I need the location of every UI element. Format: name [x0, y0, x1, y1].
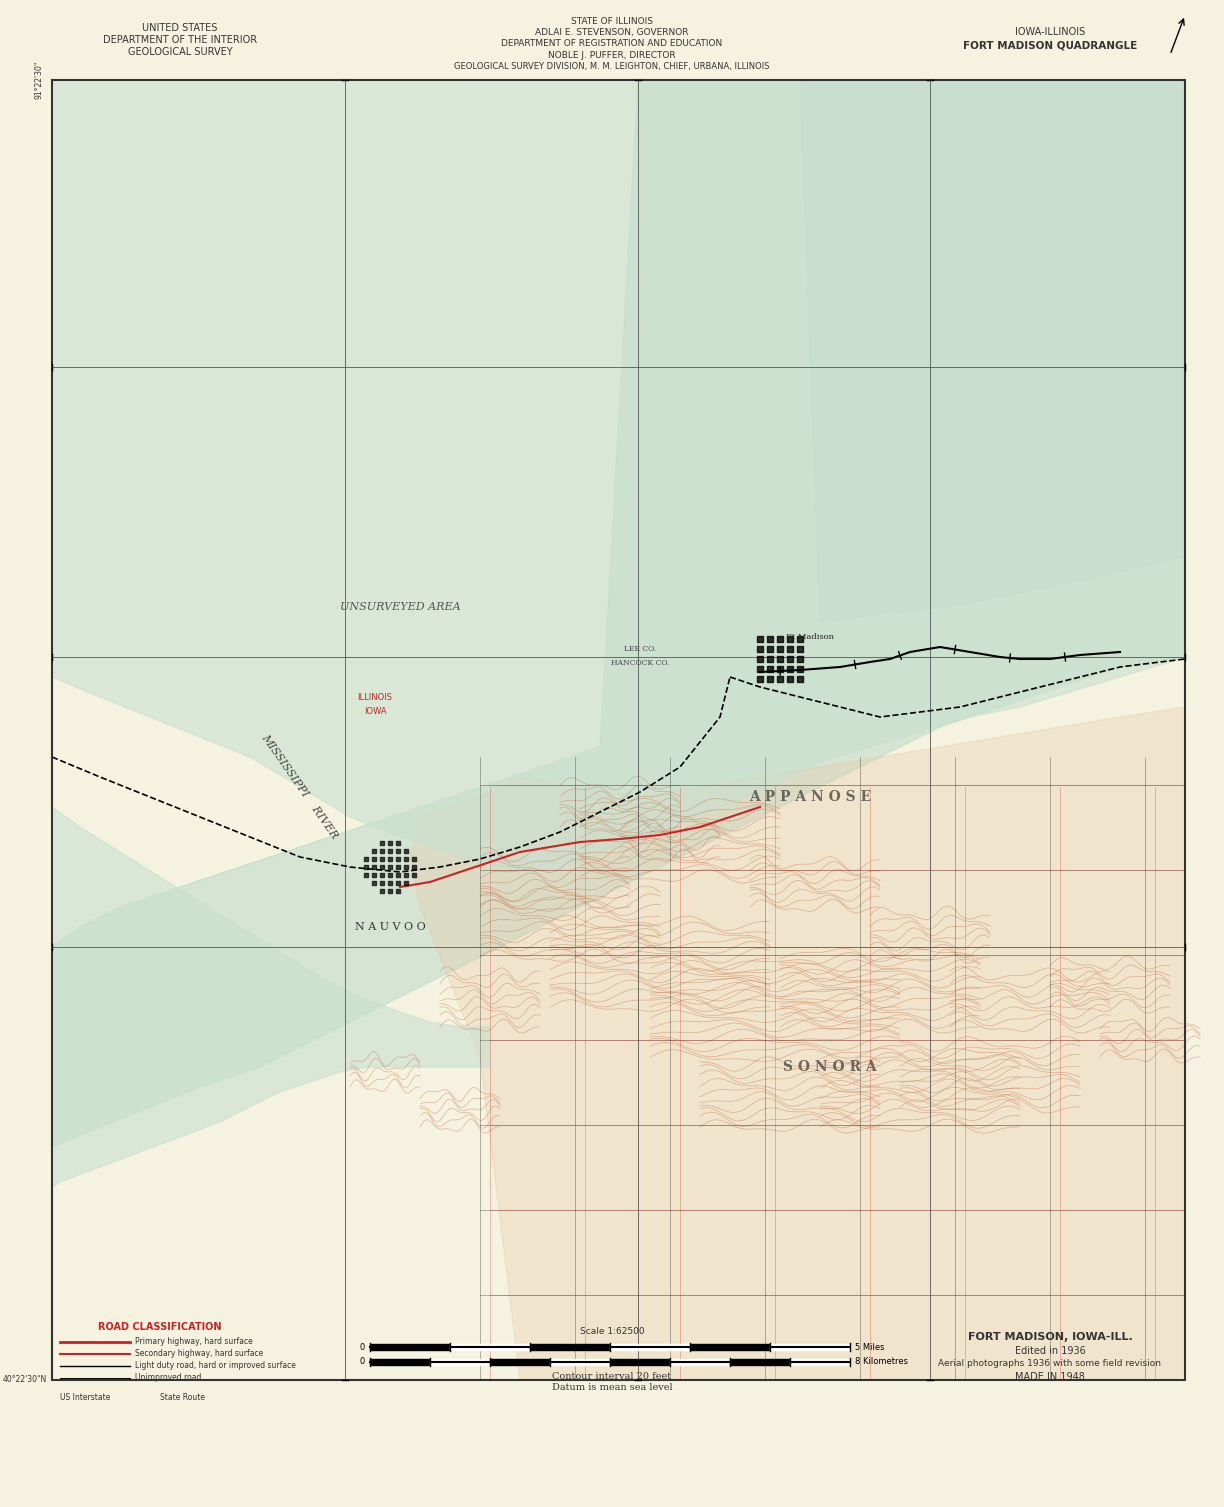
Text: DEPARTMENT OF REGISTRATION AND EDUCATION: DEPARTMENT OF REGISTRATION AND EDUCATION — [502, 39, 722, 48]
Bar — [51, 80, 1185, 1380]
Text: 8 Kilometres: 8 Kilometres — [856, 1358, 908, 1367]
Text: S O N O R A: S O N O R A — [783, 1059, 876, 1074]
Text: 0: 0 — [360, 1358, 365, 1367]
Polygon shape — [51, 80, 1185, 873]
Text: DEPARTMENT OF THE INTERIOR: DEPARTMENT OF THE INTERIOR — [103, 35, 257, 45]
Text: STATE OF ILLINOIS: STATE OF ILLINOIS — [572, 18, 652, 27]
Polygon shape — [800, 80, 1185, 622]
Text: State Route: State Route — [160, 1392, 204, 1402]
Text: Contour interval 20 feet
Datum is mean sea level: Contour interval 20 feet Datum is mean s… — [552, 1373, 672, 1391]
Text: NOBLE J. PUFFER, DIRECTOR: NOBLE J. PUFFER, DIRECTOR — [548, 51, 676, 59]
Text: 5 Miles: 5 Miles — [856, 1343, 885, 1352]
Text: IOWA: IOWA — [364, 707, 387, 716]
Polygon shape — [51, 80, 1185, 1147]
Text: N A U V O O: N A U V O O — [355, 922, 426, 931]
Text: LEE CO.: LEE CO. — [624, 645, 656, 653]
Text: Secondary highway, hard surface: Secondary highway, hard surface — [135, 1349, 263, 1358]
Polygon shape — [410, 707, 1185, 1380]
Text: MADE IN 1948: MADE IN 1948 — [1015, 1371, 1084, 1382]
Polygon shape — [51, 808, 490, 1188]
Text: UNITED STATES: UNITED STATES — [142, 23, 218, 33]
Text: Unimproved road: Unimproved road — [135, 1373, 202, 1382]
Text: GEOLOGICAL SURVEY: GEOLOGICAL SURVEY — [127, 47, 233, 57]
Text: Ft Madison: Ft Madison — [786, 633, 834, 640]
Text: Scale 1:62500: Scale 1:62500 — [580, 1328, 644, 1337]
Text: Primary highway, hard surface: Primary highway, hard surface — [135, 1338, 252, 1346]
Text: 0: 0 — [360, 1343, 365, 1352]
Text: MISSISSIPPI    RIVER: MISSISSIPPI RIVER — [259, 732, 340, 841]
Text: A P P A N O S E: A P P A N O S E — [749, 790, 871, 805]
Text: GEOLOGICAL SURVEY DIVISION, M. M. LEIGHTON, CHIEF, URBANA, ILLINOIS: GEOLOGICAL SURVEY DIVISION, M. M. LEIGHT… — [454, 62, 770, 71]
Text: FORT MADISON QUADRANGLE: FORT MADISON QUADRANGLE — [963, 41, 1137, 51]
Text: Edited in 1936: Edited in 1936 — [1015, 1346, 1086, 1356]
Bar — [51, 80, 1185, 1380]
Text: Light duty road, hard or improved surface: Light duty road, hard or improved surfac… — [135, 1361, 296, 1370]
Text: FORT MADISON, IOWA-ILL.: FORT MADISON, IOWA-ILL. — [968, 1332, 1132, 1343]
Text: HANCOCK CO.: HANCOCK CO. — [611, 659, 670, 668]
Text: ILLINOIS: ILLINOIS — [357, 693, 393, 701]
Text: IOWA-ILLINOIS: IOWA-ILLINOIS — [1015, 27, 1086, 38]
Text: Aerial photographs 1936 with some field revision: Aerial photographs 1936 with some field … — [939, 1359, 1162, 1368]
Text: 91°22'30": 91°22'30" — [35, 60, 44, 99]
Text: ROAD CLASSIFICATION: ROAD CLASSIFICATION — [98, 1322, 222, 1332]
Text: US Interstate: US Interstate — [60, 1392, 110, 1402]
Text: ADLAI E. STEVENSON, GOVERNOR: ADLAI E. STEVENSON, GOVERNOR — [535, 29, 689, 38]
Text: 40°22'30"N: 40°22'30"N — [2, 1376, 47, 1385]
Text: UNSURVEYED AREA: UNSURVEYED AREA — [340, 601, 460, 612]
